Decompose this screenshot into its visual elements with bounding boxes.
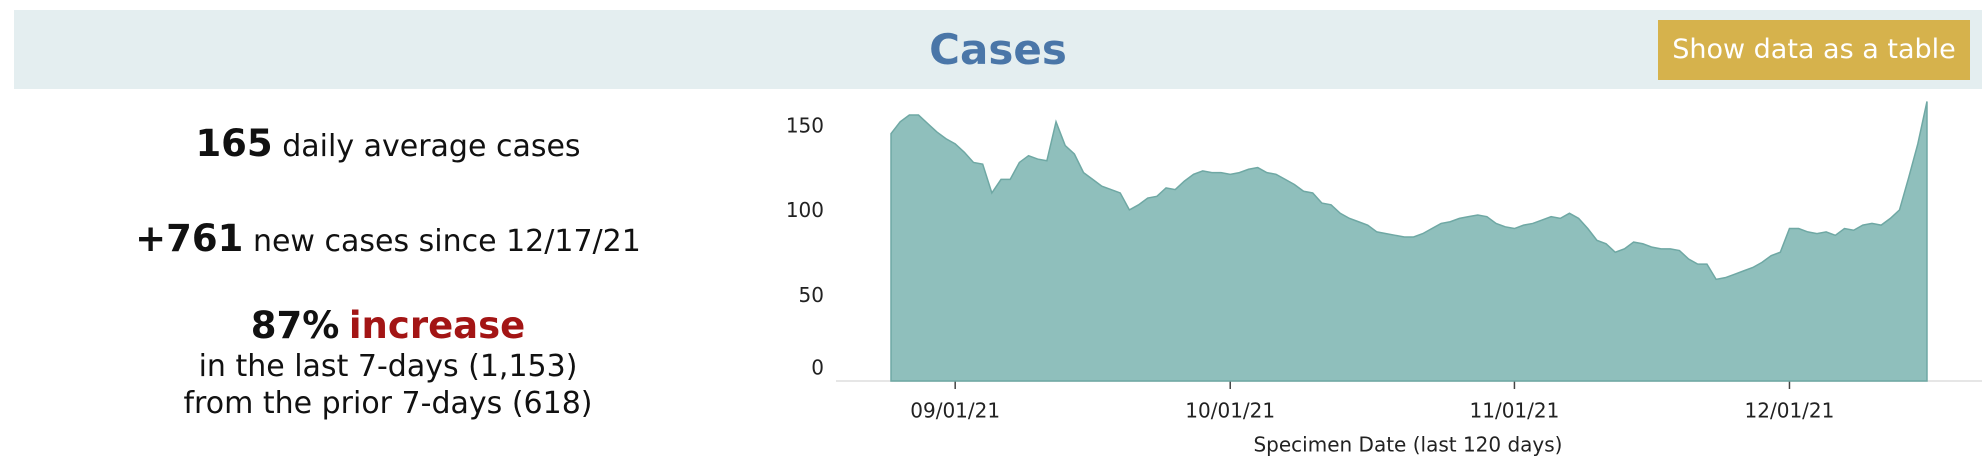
page-title: Cases	[929, 25, 1067, 74]
new-value: +761	[135, 217, 244, 260]
stats-panel: 165 daily average cases +761 new cases s…	[0, 110, 776, 421]
new-line: +761 new cases since 12/17/21	[0, 217, 776, 260]
area	[890, 101, 1928, 382]
x-tick-label: 12/01/21	[1745, 399, 1835, 423]
new-text: new cases since 12/17/21	[252, 224, 641, 259]
change-line: 87% increase	[0, 304, 776, 347]
x-axis-title: Specimen Date (last 120 days)	[1253, 433, 1562, 457]
prior-line: from the prior 7-days (618)	[183, 386, 593, 421]
y-tick-label: 150	[786, 113, 824, 137]
y-tick-label: 100	[786, 198, 824, 222]
change-value: 87%	[250, 304, 340, 347]
average-value: 165	[195, 122, 273, 165]
y-tick-label: 50	[799, 283, 824, 307]
header-bar: Cases Show data as a table	[14, 10, 1982, 89]
x-tick-label: 11/01/21	[1470, 399, 1560, 423]
average-line: 165 daily average cases	[0, 122, 776, 165]
average-text: daily average cases	[282, 129, 581, 164]
change-word: increase	[348, 304, 526, 347]
x-tick-label: 10/01/21	[1185, 399, 1275, 423]
table-button[interactable]: Show data as a table	[1658, 20, 1970, 80]
last-line: in the last 7-days (1,153)	[198, 349, 578, 384]
x-tick-label: 09/01/21	[910, 399, 1000, 423]
y-tick-label: 0	[811, 356, 824, 380]
